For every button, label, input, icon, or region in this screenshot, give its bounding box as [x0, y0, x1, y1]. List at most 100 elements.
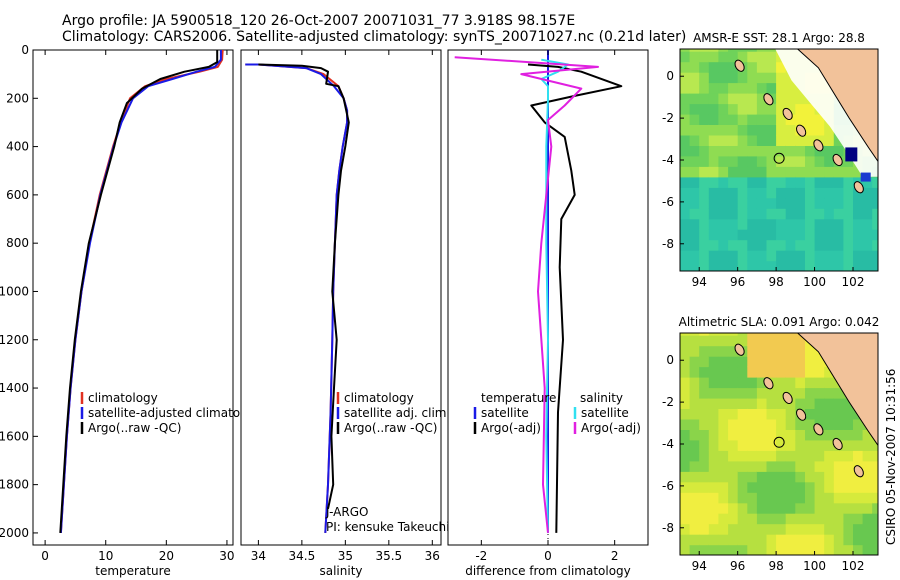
grid-cell — [776, 534, 787, 546]
grid-cell — [766, 218, 777, 230]
grid-cell — [843, 481, 854, 493]
grid-cell — [728, 418, 739, 430]
grid-cell — [737, 155, 748, 167]
grid-cell — [756, 103, 768, 115]
grid-cell — [833, 513, 844, 525]
grid-cell — [766, 481, 777, 493]
grid-cell — [862, 187, 873, 199]
grid-cell — [756, 208, 768, 220]
grid-cell — [708, 544, 719, 555]
plot-frame — [240, 49, 442, 546]
grid-cell — [843, 208, 854, 220]
grid-cell — [747, 229, 758, 241]
grid-cell — [785, 356, 796, 368]
grid-cell — [708, 250, 719, 262]
grid-cell — [756, 439, 768, 451]
grid-cell — [776, 218, 787, 230]
grid-cell — [814, 481, 825, 493]
grid-cell — [833, 481, 844, 493]
grid-cell — [747, 208, 758, 220]
grid-cell — [756, 345, 768, 357]
grid-cell — [699, 471, 710, 483]
legend-temperature-argo: Argo(-adj) — [481, 421, 541, 435]
grid-cell — [718, 523, 729, 535]
grid-cell — [756, 187, 768, 199]
grid-cell — [766, 345, 777, 357]
grid-cell — [795, 187, 806, 199]
profile-panel-2: 34 34.5 35 35.5 36 salinity climatologysatelli… — [240, 49, 450, 578]
grid-cell — [872, 544, 878, 555]
grid-cell — [699, 187, 710, 199]
grid-cell — [689, 481, 700, 493]
grid-cell — [747, 166, 758, 178]
grid-cell — [766, 134, 777, 146]
grid-cell — [680, 239, 691, 251]
grid-cell — [795, 356, 806, 368]
grid-cell — [699, 124, 710, 136]
grid-cell — [766, 387, 777, 399]
grid-cell — [708, 239, 719, 251]
grid-cell — [689, 260, 700, 271]
grid-cell — [728, 439, 739, 451]
grid-cell — [805, 502, 816, 514]
island — [763, 93, 774, 106]
grid-cell — [747, 439, 758, 451]
grid-cell — [689, 229, 700, 241]
grid-cell — [756, 460, 768, 472]
grid-cell — [824, 197, 835, 209]
grid-cell — [795, 502, 806, 514]
grid-cell — [708, 492, 719, 504]
y-tick-label: -6 — [662, 479, 674, 493]
grid-cell — [795, 145, 806, 157]
grid-cell — [853, 260, 864, 271]
grid-cell — [680, 544, 691, 555]
grid-cell — [699, 49, 710, 52]
grid-cell — [756, 387, 768, 399]
grid-cell — [824, 481, 835, 493]
grid-cell — [728, 72, 739, 84]
grid-cell — [776, 155, 787, 167]
grid-cell — [862, 197, 873, 209]
grid-cell — [756, 229, 768, 241]
grid-cell — [699, 113, 710, 125]
grid-cell — [785, 502, 796, 514]
grid-cell — [776, 61, 787, 73]
grid-cell — [805, 218, 816, 230]
grid-cell — [708, 229, 719, 241]
grid-cell — [843, 250, 854, 262]
grid-cell — [872, 492, 878, 504]
grid-cell — [805, 176, 816, 188]
grid-cell — [785, 124, 796, 136]
grid-cell — [824, 366, 835, 378]
grid-cell — [699, 260, 710, 271]
grid-cell — [833, 408, 844, 420]
grid-cell — [747, 492, 758, 504]
grid-cell — [766, 356, 777, 368]
grid-cell — [824, 208, 835, 220]
y-tick-label: -8 — [662, 237, 674, 251]
grid-cell — [699, 513, 710, 525]
grid-cell — [785, 93, 796, 105]
grid-cell — [699, 155, 710, 167]
grid-cell — [718, 418, 729, 430]
grid-cell — [805, 534, 816, 546]
grid-cell — [862, 460, 873, 472]
grid-cell — [756, 534, 768, 546]
grid-cell — [756, 218, 768, 230]
grid-cell — [689, 82, 700, 94]
grid-cell — [689, 377, 700, 389]
grid-cell — [708, 387, 719, 399]
grid-cell — [718, 113, 729, 125]
grid-cell — [766, 197, 777, 209]
grid-cell — [833, 197, 844, 209]
grid-cell — [766, 229, 777, 241]
grid-cell — [776, 450, 787, 462]
grid-cell — [728, 387, 739, 399]
grid-cell — [747, 523, 758, 535]
grid-cell — [689, 534, 700, 546]
grid-cell — [680, 93, 691, 105]
grid-cell — [795, 218, 806, 230]
grid-cell — [756, 450, 768, 462]
grid-cell — [718, 513, 729, 525]
y-tick-label: 1600 — [0, 429, 29, 443]
